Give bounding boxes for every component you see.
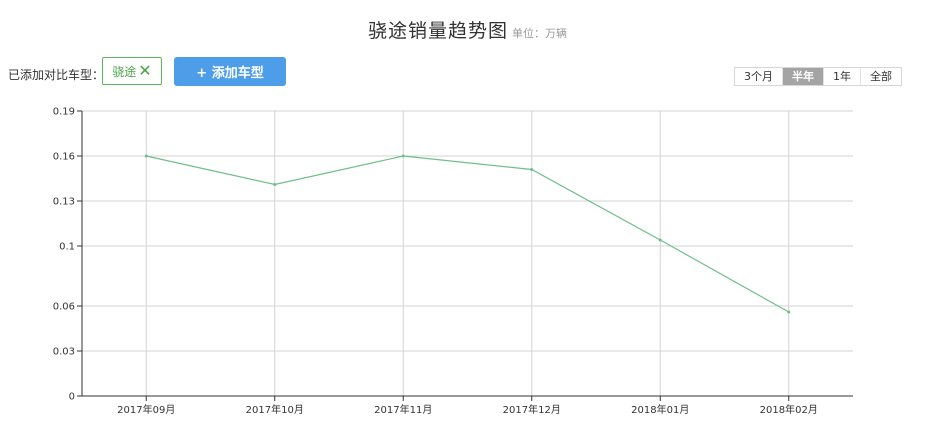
x-tick-label: 2017年10月 <box>246 403 304 416</box>
close-icon[interactable]: ✕ <box>138 61 152 80</box>
data-point <box>273 183 277 186</box>
y-tick-label: 0.19 <box>53 107 75 118</box>
compare-tag-xiaotu[interactable]: 骁途 ✕ <box>102 57 162 85</box>
add-model-button[interactable]: + 添加车型 <box>174 57 286 86</box>
data-point <box>658 238 662 242</box>
title-bar: 骁途销量趋势图 单位：万辆 <box>0 16 935 43</box>
series-line <box>146 155 790 313</box>
tab-3-months[interactable]: 3个月 <box>735 68 783 85</box>
unit-label: 单位：万辆 <box>512 27 567 40</box>
y-tick-label: 0 <box>69 392 75 403</box>
compare-label: 已添加对比车型： <box>8 68 105 82</box>
data-point <box>144 154 148 158</box>
range-tabs: 3个月 半年 1年 全部 <box>734 67 902 86</box>
y-tick-label: 0.16 <box>53 152 75 163</box>
y-tick-label: 0.1 <box>59 242 75 253</box>
data-point <box>787 310 791 314</box>
chart-title: 骁途销量趋势图 <box>367 20 508 42</box>
data-point <box>401 154 405 158</box>
tab-1-year[interactable]: 1年 <box>824 68 861 85</box>
y-tick-label: 0.06 <box>53 302 75 313</box>
x-tick-label: 2017年12月 <box>503 403 561 416</box>
y-tick-label: 0.03 <box>53 347 75 358</box>
tab-all[interactable]: 全部 <box>870 70 892 83</box>
x-tick-label: 2018年01月 <box>631 403 689 416</box>
y-tick-label: 0.13 <box>53 197 75 208</box>
data-point <box>530 168 534 171</box>
x-tick-label: 2017年09月 <box>117 403 175 416</box>
x-tick-label: 2017年11月 <box>374 403 432 416</box>
compare-tag-label: 骁途 <box>112 64 137 79</box>
tab-half-year[interactable]: 半年 <box>783 68 824 85</box>
x-tick-label: 2018年02月 <box>760 403 818 416</box>
